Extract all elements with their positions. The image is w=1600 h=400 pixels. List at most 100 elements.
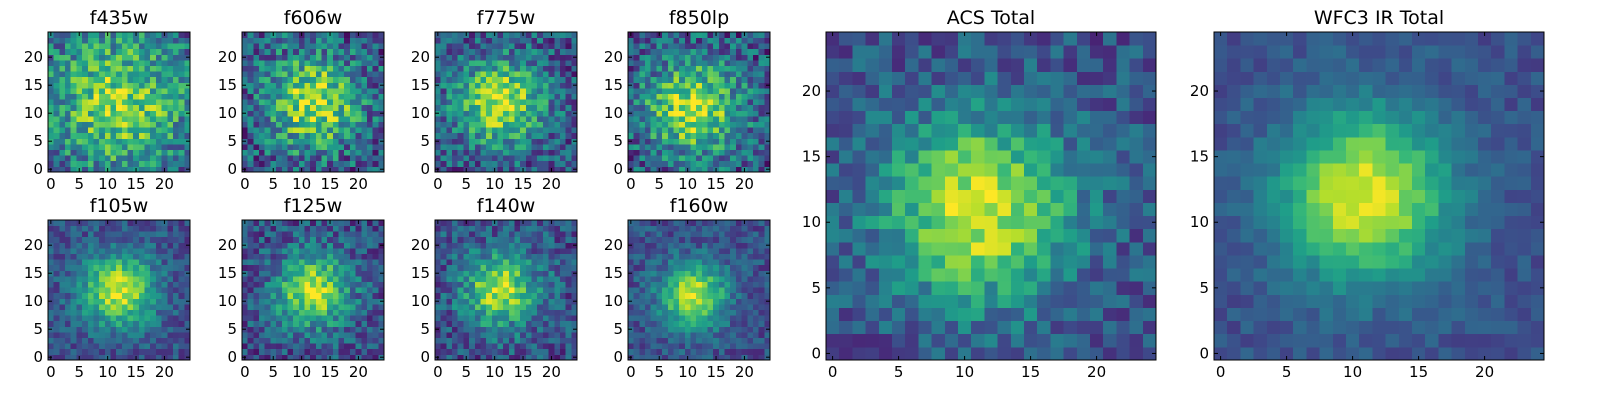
- heatmap-cell: [565, 88, 572, 94]
- heatmap-cell: [537, 309, 544, 316]
- heatmap-cell: [110, 292, 117, 299]
- heatmap-cell: [65, 320, 72, 327]
- heatmap-cell: [696, 348, 703, 355]
- heatmap-cell: [315, 104, 322, 111]
- heatmap-cell: [242, 76, 249, 83]
- heatmap-cell: [178, 354, 185, 361]
- heatmap-cell: [548, 82, 555, 89]
- heatmap-cell: [372, 281, 379, 288]
- heatmap-cell: [752, 88, 760, 94]
- heatmap-cell: [76, 248, 83, 254]
- heatmap-cell: [559, 48, 567, 55]
- heatmap-cell: [531, 37, 538, 44]
- heatmap-cell: [76, 343, 83, 350]
- heatmap-cell: [548, 309, 555, 316]
- heatmap-cell: [491, 326, 498, 333]
- heatmap-cell: [184, 292, 191, 299]
- heatmap-cell: [463, 326, 470, 333]
- heatmap-cell: [639, 348, 646, 355]
- heatmap-cell: [565, 304, 572, 310]
- heatmap-cell: [276, 315, 283, 322]
- heatmap-cell: [150, 127, 157, 134]
- heatmap-cell: [76, 348, 83, 355]
- heatmap-cell: [70, 166, 77, 173]
- heatmap-cell: [503, 155, 510, 162]
- heatmap-cell: [104, 43, 111, 50]
- heatmap-cell: [656, 37, 663, 44]
- heatmap-cell: [378, 32, 385, 38]
- heatmap-cell: [435, 264, 442, 271]
- heatmap-cell: [184, 320, 191, 327]
- heatmap-cell: [53, 315, 60, 322]
- heatmap-cell: [247, 320, 254, 327]
- heatmap-cell: [355, 88, 362, 94]
- heatmap-cell: [53, 287, 60, 294]
- heatmap-cell: [298, 315, 305, 322]
- heatmap-cell: [327, 160, 334, 167]
- heatmap-cell: [138, 138, 145, 145]
- heatmap-cell: [542, 76, 549, 83]
- heatmap-cell: [247, 121, 254, 128]
- heatmap-cell: [701, 326, 708, 333]
- heatmap-cell: [435, 132, 442, 139]
- heatmap-cell: [735, 320, 742, 327]
- heatmap-cell: [446, 242, 453, 249]
- heatmap-cell: [469, 231, 476, 238]
- heatmap-cell: [93, 225, 100, 232]
- heatmap-cell: [747, 104, 754, 111]
- heatmap-cell: [93, 99, 100, 106]
- heatmap-cell: [338, 127, 345, 134]
- heatmap-cell: [446, 93, 453, 100]
- heatmap-cell: [93, 43, 100, 50]
- heatmap-cell: [718, 116, 725, 122]
- heatmap-cell: [690, 116, 697, 122]
- heatmap-cell: [457, 54, 464, 61]
- heatmap-cell: [53, 304, 60, 310]
- heatmap-cell: [713, 337, 720, 344]
- heatmap-cell: [150, 287, 157, 294]
- heatmap-cell: [554, 259, 561, 266]
- heatmap-cell: [633, 93, 640, 100]
- heatmap-cell: [372, 32, 379, 38]
- heatmap-cell: [99, 298, 106, 305]
- heatmap-cell: [53, 337, 60, 344]
- heatmap-cell: [639, 104, 646, 111]
- heatmap-cell: [138, 88, 145, 94]
- heatmap-cell: [571, 116, 578, 122]
- heatmap-cell: [537, 65, 544, 72]
- heatmap-cell: [310, 65, 317, 72]
- heatmap-cell: [457, 116, 464, 122]
- heatmap-cell: [93, 259, 100, 266]
- heatmap-cell: [514, 110, 521, 117]
- heatmap-cell: [327, 309, 334, 316]
- heatmap-cell: [730, 292, 737, 299]
- heatmap-cell: [76, 332, 83, 338]
- heatmap-cell: [242, 48, 249, 55]
- heatmap-cell: [276, 32, 283, 38]
- heatmap-cell: [287, 259, 294, 266]
- heatmap-cell: [571, 320, 578, 327]
- heatmap-cell: [480, 292, 487, 299]
- heatmap-cell: [531, 82, 538, 89]
- heatmap-cell: [503, 138, 510, 145]
- heatmap-cell: [53, 231, 60, 238]
- heatmap-cell: [457, 88, 464, 94]
- heatmap-cell: [167, 127, 174, 134]
- heatmap-cell: [486, 32, 493, 38]
- heatmap-cell: [542, 281, 549, 288]
- heatmap-cell: [565, 264, 572, 271]
- heatmap-cell: [497, 71, 504, 78]
- heatmap-cell: [344, 270, 351, 277]
- heatmap-cell: [53, 37, 60, 44]
- heatmap-cell: [707, 332, 714, 338]
- heatmap-cell: [497, 225, 504, 232]
- heatmap-cell: [480, 354, 487, 361]
- heatmap-cell: [287, 43, 294, 50]
- heatmap-cell: [378, 60, 385, 66]
- heatmap-cell: [571, 248, 578, 254]
- heatmap-cell: [304, 264, 311, 271]
- heatmap-cell: [53, 253, 60, 260]
- heatmap-cell: [349, 82, 356, 89]
- heatmap-cell: [53, 298, 60, 305]
- heatmap-cell: [537, 236, 544, 243]
